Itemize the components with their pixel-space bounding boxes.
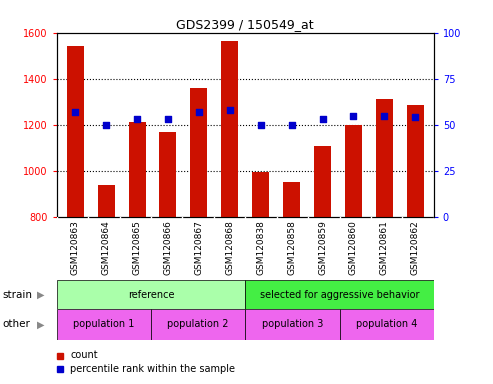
Text: count: count	[70, 350, 98, 360]
Point	[71, 109, 79, 115]
Bar	[129, 122, 145, 217]
Text: GSM120838: GSM120838	[256, 220, 265, 275]
Text: population 3: population 3	[262, 319, 323, 329]
Text: strain: strain	[2, 290, 33, 300]
Text: ▶: ▶	[36, 319, 44, 329]
Text: GSM120861: GSM120861	[380, 220, 389, 275]
Text: GSM120865: GSM120865	[133, 220, 141, 275]
Text: GSM120858: GSM120858	[287, 220, 296, 275]
Text: GSM120860: GSM120860	[349, 220, 358, 275]
Bar	[345, 125, 362, 217]
Text: GSM120862: GSM120862	[411, 220, 420, 275]
Bar	[159, 132, 176, 217]
Text: percentile rank within the sample: percentile rank within the sample	[70, 364, 236, 374]
Point	[195, 109, 203, 115]
Bar	[252, 172, 269, 217]
Bar	[221, 41, 238, 217]
Point	[318, 116, 326, 122]
Text: GSM120863: GSM120863	[70, 220, 80, 275]
Bar	[98, 185, 115, 217]
Bar	[314, 146, 331, 217]
Bar	[245, 280, 434, 309]
Text: GSM120868: GSM120868	[225, 220, 234, 275]
Bar	[245, 309, 340, 340]
Bar	[151, 309, 245, 340]
Bar	[57, 309, 151, 340]
Bar	[376, 99, 393, 217]
Bar	[67, 46, 84, 217]
Title: GDS2399 / 150549_at: GDS2399 / 150549_at	[176, 18, 314, 31]
Point	[288, 122, 296, 128]
Text: selected for aggressive behavior: selected for aggressive behavior	[260, 290, 420, 300]
Text: other: other	[2, 319, 31, 329]
Bar	[340, 309, 434, 340]
Point	[102, 122, 110, 128]
Text: population 2: population 2	[168, 319, 229, 329]
Text: GSM120859: GSM120859	[318, 220, 327, 275]
Text: population 4: population 4	[356, 319, 418, 329]
Point	[350, 113, 357, 119]
Text: reference: reference	[128, 290, 174, 300]
Bar	[407, 105, 424, 217]
Text: population 1: population 1	[73, 319, 135, 329]
Text: GSM120867: GSM120867	[194, 220, 204, 275]
Bar	[283, 182, 300, 217]
Point	[411, 114, 419, 121]
Point	[257, 122, 265, 128]
Point	[226, 107, 234, 113]
Text: GSM120864: GSM120864	[102, 220, 110, 275]
Text: ▶: ▶	[36, 290, 44, 300]
Point	[381, 113, 388, 119]
Bar	[190, 88, 208, 217]
Text: GSM120866: GSM120866	[164, 220, 173, 275]
Point	[164, 116, 172, 122]
Bar	[57, 280, 245, 309]
Point	[133, 116, 141, 122]
